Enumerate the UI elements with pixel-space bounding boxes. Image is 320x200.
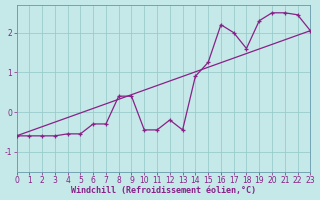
X-axis label: Windchill (Refroidissement éolien,°C): Windchill (Refroidissement éolien,°C)	[71, 186, 256, 195]
